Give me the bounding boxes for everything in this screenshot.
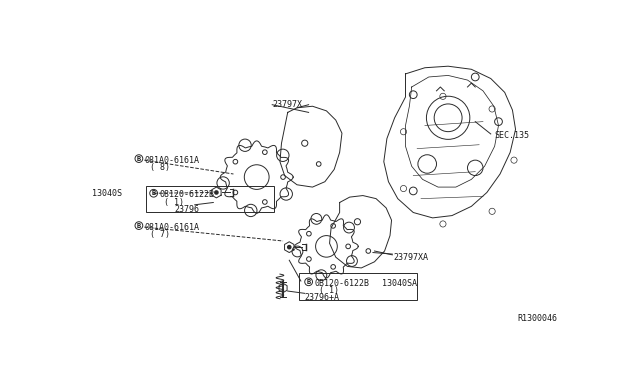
Text: 13040SA: 13040SA <box>382 279 417 288</box>
Text: R1300046: R1300046 <box>518 314 558 323</box>
Bar <box>146 186 274 212</box>
Text: B: B <box>137 155 141 161</box>
Text: 081A0-6161A: 081A0-6161A <box>145 156 199 165</box>
Text: 23797X: 23797X <box>272 100 302 109</box>
Text: SEC.135: SEC.135 <box>495 131 530 140</box>
Text: 13040S: 13040S <box>92 189 122 198</box>
Text: ( 1): ( 1) <box>319 286 339 295</box>
Text: ( 1): ( 1) <box>164 198 184 207</box>
Text: B: B <box>152 190 156 196</box>
Circle shape <box>214 190 219 195</box>
Text: 081A0-6161A: 081A0-6161A <box>145 223 199 232</box>
Text: ( 8): ( 8) <box>150 163 170 172</box>
Text: 0B120-6122B: 0B120-6122B <box>314 279 369 288</box>
Text: B: B <box>307 279 311 285</box>
Text: ( 7): ( 7) <box>150 230 170 239</box>
Text: 08120-6122B: 08120-6122B <box>159 190 214 199</box>
Text: 23797XA: 23797XA <box>394 253 429 262</box>
Bar <box>298 273 417 300</box>
Text: 23796+A: 23796+A <box>305 294 340 302</box>
Text: 23796: 23796 <box>175 205 200 214</box>
Text: B: B <box>137 222 141 228</box>
Circle shape <box>287 245 292 250</box>
